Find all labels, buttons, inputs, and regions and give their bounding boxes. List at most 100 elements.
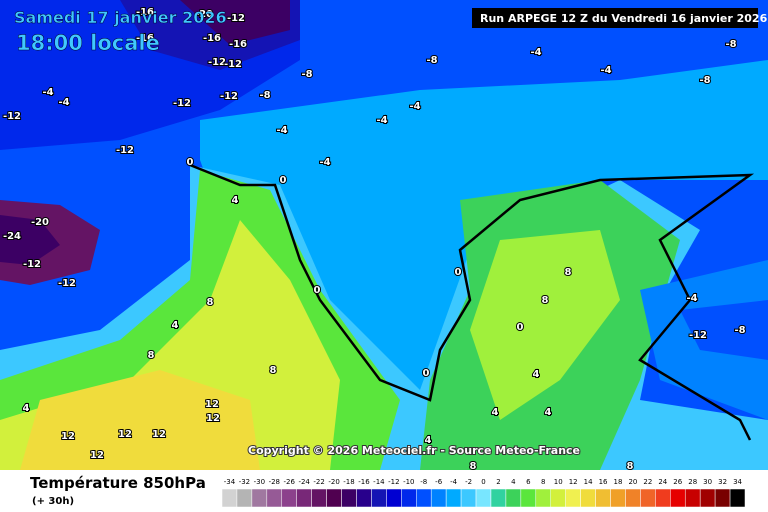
scale-label: -32: [239, 478, 250, 486]
scale-cell: [625, 488, 641, 508]
footer-lead: (+ 30h): [32, 496, 74, 507]
scale-label: -10: [403, 478, 414, 486]
contour-label: 0: [187, 157, 194, 168]
scale-label: 6: [526, 478, 531, 486]
scale-cell: [550, 488, 566, 508]
color-scale: -34 -32 -30 -28 -26 -24 -22 -20 -18 -16 -14 -12 -10-…: [221, 478, 746, 508]
contour-label: -12: [173, 98, 191, 109]
scale-label: -14: [373, 478, 385, 486]
scale-label: 30: [703, 478, 712, 486]
contour-label: -16: [136, 33, 154, 44]
contour-label: 0: [423, 368, 430, 379]
contour-label: 4: [172, 320, 179, 331]
scale-cell: [341, 488, 357, 508]
contour-label: -4: [376, 115, 387, 126]
scale-label: 26: [673, 478, 682, 486]
scale-label: -24: [298, 478, 310, 486]
scale-cell: [535, 488, 551, 508]
contour-label: 8: [270, 365, 277, 376]
contour-label: -12: [224, 59, 242, 70]
contour-label: -4: [600, 65, 611, 76]
contour-label: -8: [699, 75, 710, 86]
time-label: 18:00 locale: [16, 31, 160, 55]
scale-label: 14: [584, 478, 593, 486]
contour-label: 8: [207, 297, 214, 308]
scale-cell: [490, 488, 507, 508]
contour-label: -4: [276, 125, 287, 136]
scale-label: 0: [481, 478, 485, 486]
contour-label: -12: [23, 259, 41, 270]
scale-cell: [416, 488, 432, 508]
scale-label: 28: [688, 478, 697, 486]
contour-label: 12: [205, 399, 219, 410]
scale-cell: [475, 488, 492, 508]
scale-label: -30: [254, 478, 265, 486]
contour-label: -16: [229, 39, 247, 50]
scale-label: -8: [420, 478, 427, 486]
contour-label: -12: [208, 57, 226, 68]
contour-label: -16: [203, 33, 221, 44]
scale-label: 10: [554, 478, 563, 486]
contour-label: -12: [3, 111, 21, 122]
scale-cell: [311, 488, 327, 508]
contour-label: 4: [23, 403, 30, 414]
scale-cell: [699, 488, 716, 508]
contour-label: -12: [58, 278, 76, 289]
scale-cell: [221, 488, 238, 508]
scale-cell: [251, 488, 268, 508]
scale-label: 4: [511, 478, 516, 486]
run-label: Run ARPEGE 12 Z du Vendredi 16 janvier 2…: [480, 12, 768, 25]
contour-label: 12: [118, 429, 132, 440]
run-box: [472, 8, 758, 28]
scale-label: -20: [328, 478, 339, 486]
scale-label: 16: [599, 478, 608, 486]
scale-cell: [236, 488, 253, 508]
scale-cell: [266, 488, 283, 508]
scale-label: 24: [658, 478, 667, 486]
contour-label: 8: [542, 295, 549, 306]
date-label: Samedi 17 janvier 2026: [14, 8, 227, 27]
scale-cell: [445, 488, 462, 508]
scale-label: 34: [733, 478, 742, 486]
contour-label: -24: [3, 231, 21, 242]
scale-label: -16: [358, 478, 370, 486]
footer-title: Température 850hPa: [30, 474, 206, 492]
contour-label: 0: [455, 267, 462, 278]
scale-label: -2: [465, 478, 472, 486]
contour-label: 8: [565, 267, 572, 278]
scale-cell: [281, 488, 297, 508]
contour-label: 12: [90, 450, 104, 461]
scale-label: -12: [388, 478, 399, 486]
scale-cell: [565, 488, 581, 508]
scale-cell: [714, 488, 731, 508]
contour-label: 4: [425, 435, 432, 446]
scale-cell: [670, 488, 686, 508]
scale-cell: [371, 488, 387, 508]
contour-label: -8: [426, 55, 437, 66]
contour-labels: -16 -20 -12-16-16-16-12-12-8-8-4-4-8-8-4-4…: [2, 6, 747, 473]
contour-label: 4: [232, 195, 239, 206]
scale-cell: [386, 488, 402, 508]
scale-label: 12: [569, 478, 578, 486]
contour-label: 12: [152, 429, 166, 440]
contour-label: -20: [195, 9, 213, 20]
contour-label: -16: [136, 7, 154, 18]
scale-label: -4: [450, 478, 458, 486]
scale-label: 2: [496, 478, 500, 486]
scale-cell: [729, 488, 746, 508]
contour-label: -8: [734, 325, 745, 336]
scale-label: 22: [643, 478, 652, 486]
scale-label: -28: [269, 478, 280, 486]
scale-cell: [356, 488, 372, 508]
contour-label: -12: [227, 13, 245, 24]
contour-label: 4: [545, 407, 552, 418]
scale-label: -6: [435, 478, 443, 486]
contour-label: -4: [319, 157, 330, 168]
contour-label: -8: [301, 69, 312, 80]
scale-label: -18: [343, 478, 354, 486]
copyright: Copyright © 2026 Meteociel.fr - Source M…: [248, 444, 580, 457]
contour-label: -4: [686, 293, 697, 304]
contour-label: 4: [533, 369, 540, 380]
contour-label: 0: [280, 175, 287, 186]
contour-label: -12: [116, 145, 134, 156]
